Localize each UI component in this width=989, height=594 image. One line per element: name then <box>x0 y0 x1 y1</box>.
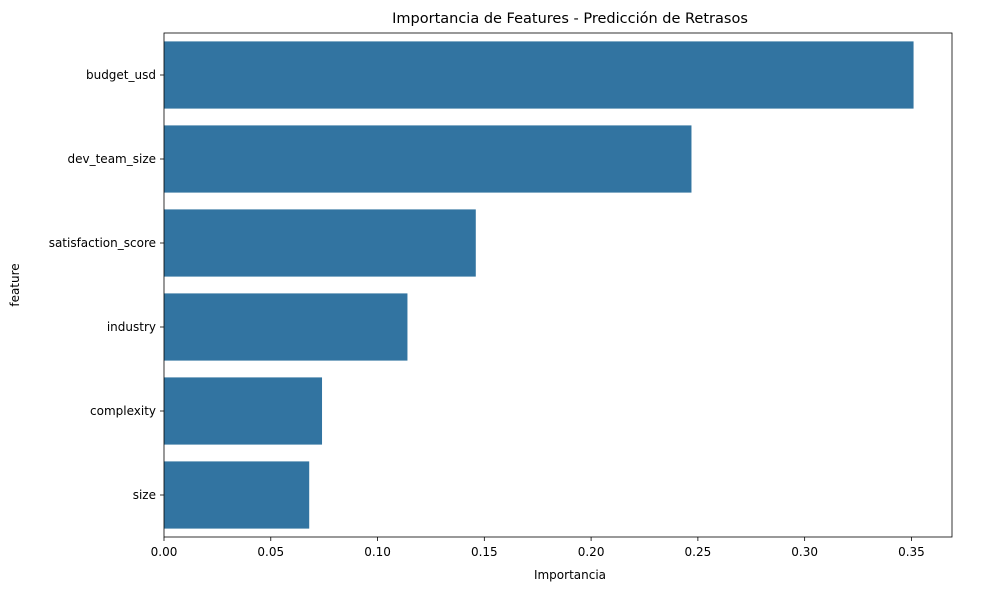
y-tick-label: budget_usd <box>86 68 156 82</box>
y-tick-label: satisfaction_score <box>49 236 156 250</box>
x-tick-label: 0.15 <box>471 545 498 559</box>
bar-satisfaction-score <box>164 209 476 277</box>
x-tick-label: 0.25 <box>685 545 712 559</box>
x-tick-label: 0.10 <box>364 545 391 559</box>
bars-group <box>164 41 914 529</box>
x-tick-label: 0.00 <box>151 545 178 559</box>
bar-industry <box>164 293 408 361</box>
chart-title: Importancia de Features - Predicción de … <box>392 11 748 27</box>
x-tick-label: 0.20 <box>578 545 605 559</box>
x-tick-label: 0.30 <box>791 545 818 559</box>
y-tick-label: size <box>133 488 156 502</box>
bar-size <box>164 461 310 529</box>
y-tick-label: industry <box>107 320 156 334</box>
bar-dev-team-size <box>164 125 692 193</box>
y-axis-label: feature <box>8 263 22 306</box>
y-tick-label: dev_team_size <box>68 152 157 166</box>
x-axis-label: Importancia <box>534 568 606 582</box>
labels-group: Importancia de Features - Predicción de … <box>8 11 748 582</box>
x-tick-label: 0.05 <box>257 545 284 559</box>
y-tick-label: complexity <box>90 404 156 418</box>
x-tick-label: 0.35 <box>898 545 925 559</box>
bar-complexity <box>164 377 323 445</box>
axes-group: budget_usd dev_team_size satisfaction_scor… <box>49 32 953 559</box>
bar-budget-usd <box>164 41 914 109</box>
plot-frame <box>163 32 953 538</box>
